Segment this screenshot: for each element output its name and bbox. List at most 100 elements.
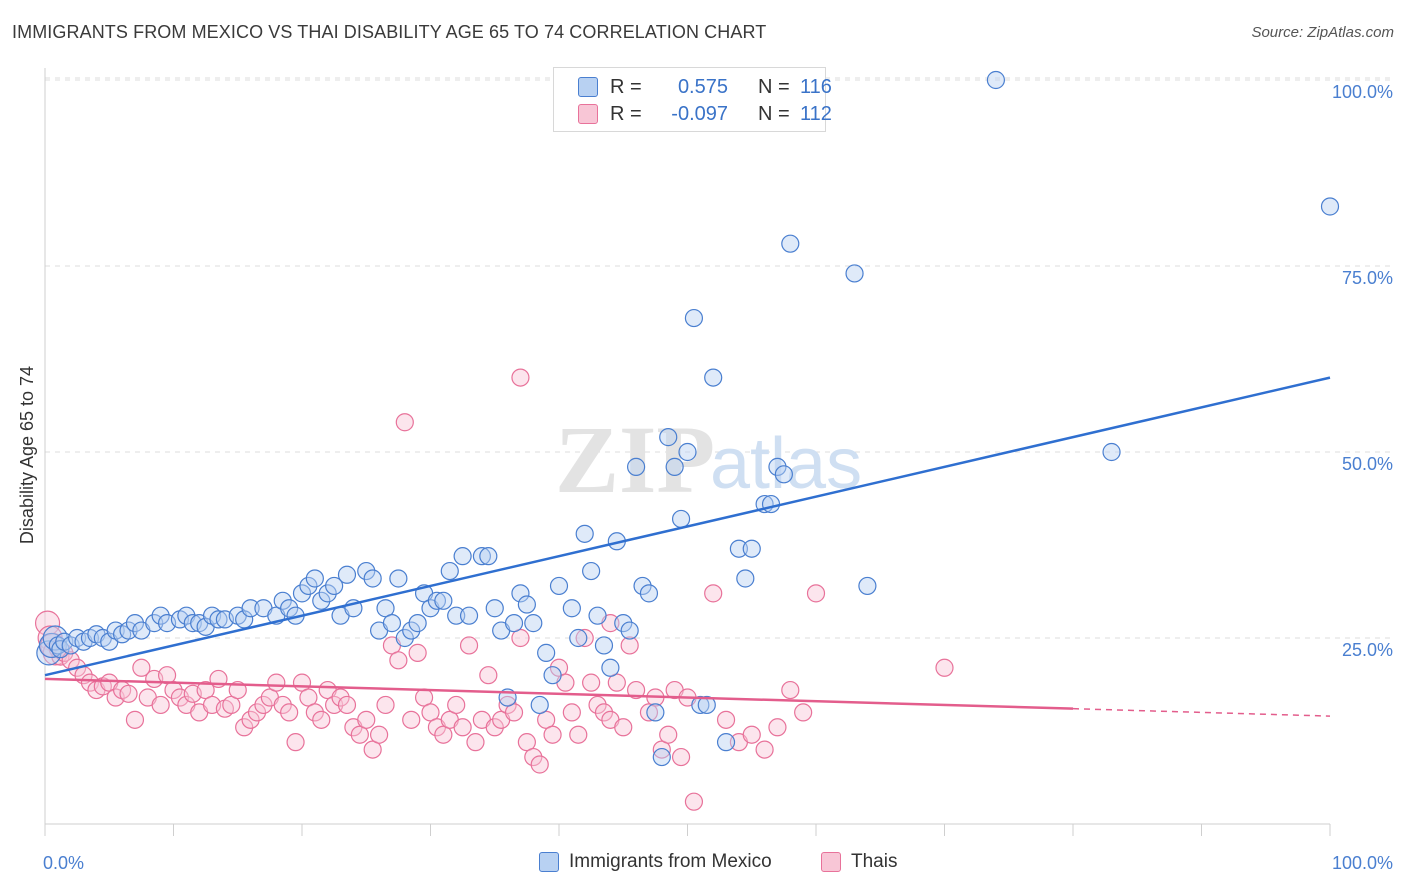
data-point [453, 547, 472, 566]
data-point [614, 614, 633, 633]
legend: R = 0.575 N = 116 R = -0.097 N = 112 [553, 67, 832, 132]
data-point [549, 576, 569, 596]
data-point [806, 584, 826, 603]
data-point [511, 584, 530, 603]
data-point [479, 666, 498, 685]
data-point [119, 684, 138, 703]
data-point [671, 509, 691, 529]
data-point [485, 599, 504, 618]
bottom-legend-thais: Thais [821, 851, 897, 873]
bottom-legend-swatch-thais [821, 852, 841, 872]
data-point [537, 643, 556, 662]
legend-n-label: N = [758, 102, 790, 125]
data-point [305, 569, 324, 588]
data-point [704, 368, 723, 387]
data-point [935, 658, 954, 677]
trend-line-thais [44, 677, 1074, 710]
legend-n-value: 116 [800, 75, 832, 98]
data-point [569, 628, 588, 648]
legend-r-value: -0.097 [671, 102, 728, 125]
gridlines [45, 77, 1392, 639]
data-point [145, 614, 164, 633]
y-tick-label: 100.0% [1332, 82, 1393, 102]
data-point [440, 561, 459, 581]
data-point [370, 725, 389, 744]
data-point [376, 695, 395, 715]
data-point [280, 703, 299, 722]
data-point [209, 610, 228, 629]
data-point [530, 695, 549, 715]
data-point [794, 703, 813, 722]
data-point [472, 547, 491, 566]
legend-n-label: N = [758, 75, 790, 98]
data-point [588, 695, 607, 715]
data-point [132, 658, 151, 677]
data-point [395, 628, 414, 648]
data-point [736, 569, 755, 588]
data-point [588, 606, 607, 625]
legend-n-value: 112 [800, 102, 832, 125]
series-thais [34, 368, 954, 811]
data-point [235, 718, 254, 737]
data-point [273, 591, 292, 610]
series-mexico [36, 70, 1340, 767]
data-point [408, 643, 427, 662]
data-point [530, 755, 549, 774]
data-point [684, 308, 704, 328]
data-point [254, 695, 273, 715]
data-point [389, 651, 408, 670]
data-point [1320, 197, 1340, 216]
data-point [652, 747, 671, 767]
data-point [337, 565, 357, 584]
data-point [447, 606, 466, 625]
data-point [267, 673, 286, 692]
data-point [594, 636, 614, 655]
watermark-zip: ZIP [555, 406, 715, 513]
legend-swatch-thais [578, 104, 598, 124]
data-point [125, 614, 145, 633]
data-point [671, 747, 691, 767]
data-point [601, 658, 620, 677]
data-point [459, 636, 479, 655]
data-point [774, 465, 793, 484]
legend-swatch-mexico [578, 77, 598, 97]
data-point [697, 695, 716, 715]
data-point [312, 591, 331, 610]
data-point [594, 703, 614, 722]
data-point [665, 457, 684, 476]
y-tick-label: 75.0% [1342, 268, 1393, 288]
data-point [389, 569, 408, 588]
data-point [382, 614, 402, 633]
data-point [659, 725, 678, 744]
data-point [781, 234, 800, 253]
data-point [434, 591, 453, 610]
data-point [427, 591, 447, 610]
data-point [305, 703, 324, 722]
data-point [247, 703, 267, 722]
data-point [742, 539, 761, 558]
source-label: Source: ZipAtlas.com [1251, 24, 1394, 41]
data-point [646, 703, 665, 722]
chart-title: IMMIGRANTS FROM MEXICO VS THAI DISABILIT… [12, 22, 767, 42]
legend-r-label: R = [610, 102, 642, 125]
data-point [511, 368, 530, 387]
data-point [562, 703, 581, 722]
data-point [659, 428, 678, 447]
data-point [582, 673, 601, 692]
data-point [312, 710, 331, 729]
data-point [768, 457, 787, 476]
data-point [716, 710, 736, 729]
data-point [318, 584, 337, 603]
data-point [280, 599, 299, 618]
tick-labels: 25.0% 50.0% 75.0% 100.0% 0.0% 100.0% [43, 82, 1393, 873]
y-axis-label: Disability Age 65 to 74 [17, 366, 37, 544]
data-point [151, 606, 170, 625]
data-point [524, 747, 543, 767]
data-point [485, 718, 504, 737]
bottom-legend-swatch-mexico [539, 852, 559, 872]
trend-line-mexico [44, 376, 1331, 677]
data-point [459, 606, 479, 625]
axes [44, 68, 1331, 836]
data-point [768, 718, 787, 737]
data-point [292, 584, 312, 603]
